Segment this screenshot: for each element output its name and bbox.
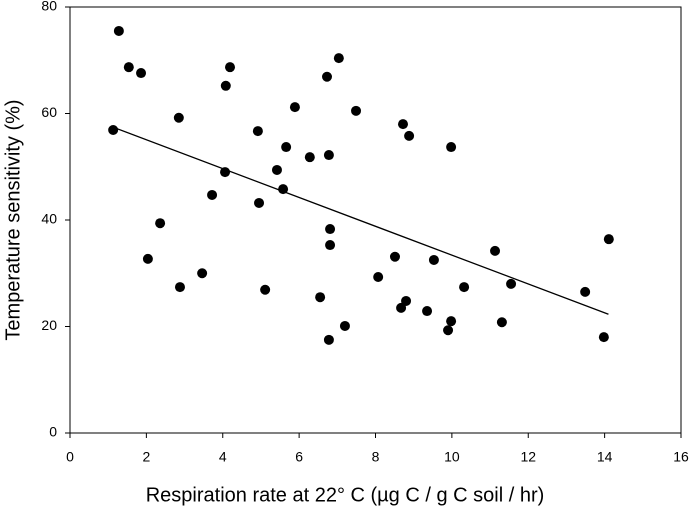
point bbox=[197, 268, 208, 279]
y-tick-label: 60 bbox=[41, 104, 57, 120]
point bbox=[289, 102, 300, 113]
x-axis-label: Respiration rate at 22° C (µg C / g C so… bbox=[146, 484, 545, 506]
point bbox=[207, 189, 218, 200]
point bbox=[260, 284, 271, 295]
point bbox=[304, 152, 315, 163]
point bbox=[339, 320, 350, 331]
y-tick-label: 80 bbox=[41, 0, 57, 14]
point bbox=[580, 286, 591, 297]
y-axis-label: Temperature sensitivity (%) bbox=[2, 99, 24, 340]
point bbox=[113, 25, 124, 36]
point bbox=[281, 142, 292, 153]
point bbox=[396, 302, 407, 313]
point bbox=[446, 142, 457, 153]
point bbox=[108, 125, 119, 136]
point bbox=[225, 62, 236, 73]
y-tick-label: 0 bbox=[49, 424, 57, 440]
point bbox=[174, 282, 185, 293]
point bbox=[252, 126, 263, 137]
point bbox=[443, 325, 454, 336]
point bbox=[373, 271, 384, 282]
point bbox=[603, 234, 614, 245]
point bbox=[490, 245, 501, 256]
point bbox=[322, 71, 333, 82]
point bbox=[496, 317, 507, 328]
point bbox=[315, 292, 326, 303]
point bbox=[254, 197, 265, 208]
point bbox=[428, 254, 439, 265]
point bbox=[351, 105, 362, 116]
point bbox=[598, 332, 609, 343]
y-tick-label: 20 bbox=[41, 317, 57, 333]
point bbox=[155, 218, 166, 229]
point bbox=[459, 282, 470, 293]
point bbox=[278, 184, 289, 195]
point bbox=[325, 240, 336, 251]
point bbox=[506, 278, 517, 289]
point bbox=[401, 295, 412, 306]
point bbox=[173, 112, 184, 123]
x-tick-label: 10 bbox=[444, 449, 460, 465]
fit-line bbox=[111, 126, 609, 315]
point bbox=[142, 253, 153, 264]
point bbox=[333, 53, 344, 64]
point bbox=[397, 119, 408, 130]
point bbox=[446, 316, 457, 327]
x-tick-label: 0 bbox=[66, 449, 74, 465]
point bbox=[325, 224, 336, 235]
x-tick-label: 2 bbox=[142, 449, 150, 465]
point bbox=[136, 68, 147, 79]
point bbox=[422, 306, 433, 317]
point bbox=[323, 150, 334, 161]
point bbox=[404, 130, 415, 141]
x-tick-label: 6 bbox=[295, 449, 303, 465]
x-tick-label: 16 bbox=[673, 449, 689, 465]
point bbox=[389, 251, 400, 262]
point bbox=[123, 62, 134, 73]
x-tick-label: 12 bbox=[520, 449, 536, 465]
point bbox=[220, 167, 231, 178]
x-tick-label: 14 bbox=[597, 449, 613, 465]
x-tick-label: 8 bbox=[372, 449, 380, 465]
x-tick-label: 4 bbox=[219, 449, 227, 465]
point bbox=[220, 80, 231, 91]
point bbox=[323, 334, 334, 345]
y-tick-label: 40 bbox=[41, 211, 57, 227]
point bbox=[271, 164, 282, 175]
